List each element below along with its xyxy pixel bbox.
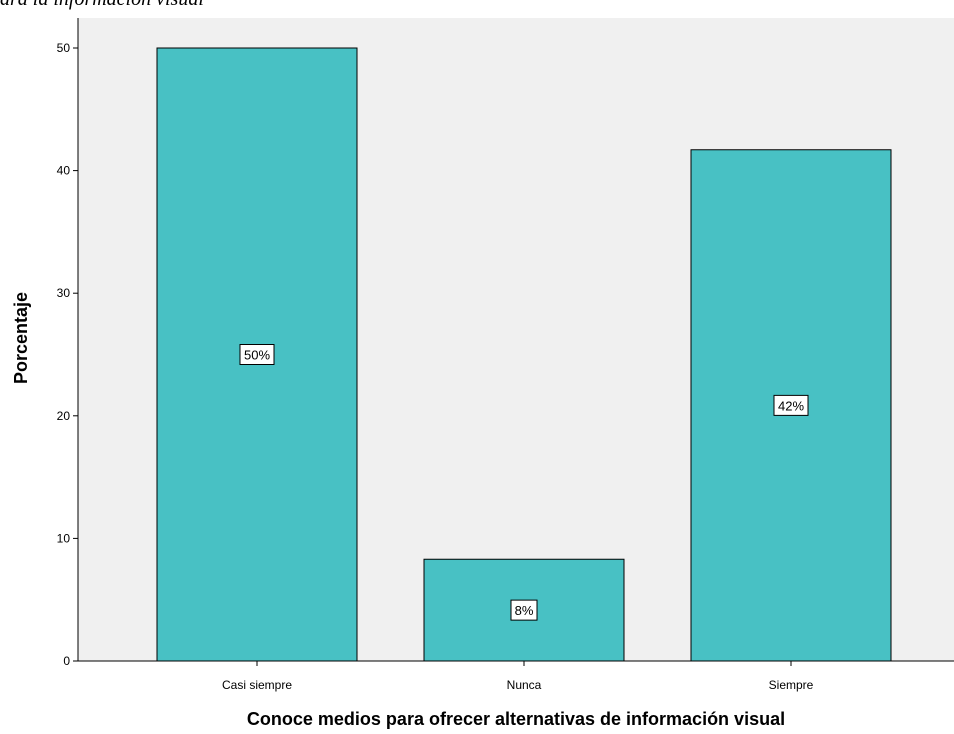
data-label: 50%: [244, 348, 270, 363]
y-tick-label: 30: [57, 286, 71, 300]
data-label-box: [510, 599, 538, 621]
y-tick-label: 0: [63, 654, 70, 668]
category-label: Casi siempre: [222, 678, 292, 692]
data-label: 8%: [515, 603, 534, 618]
data-label-box: [239, 344, 275, 365]
y-ticks: 0 10 20 30 40 50: [57, 41, 78, 668]
y-tick-label: 50: [57, 41, 71, 55]
y-tick-label: 20: [57, 409, 71, 423]
category-label: Nunca: [507, 678, 542, 692]
data-label: 42%: [778, 398, 804, 413]
data-label-box: [773, 394, 809, 416]
y-tick-label: 40: [57, 164, 71, 178]
x-categories: Casi siempre Nunca Siempre: [222, 661, 814, 692]
y-axis-title: Porcentaje: [11, 292, 31, 384]
x-axis-title: Conoce medios para ofrecer alternativas …: [247, 709, 785, 729]
category-label: Siempre: [769, 678, 814, 692]
chart-title: ara la información visual: [0, 0, 204, 11]
data-labels: 50% 8% 42%: [239, 344, 809, 621]
y-tick-label: 10: [57, 531, 71, 545]
